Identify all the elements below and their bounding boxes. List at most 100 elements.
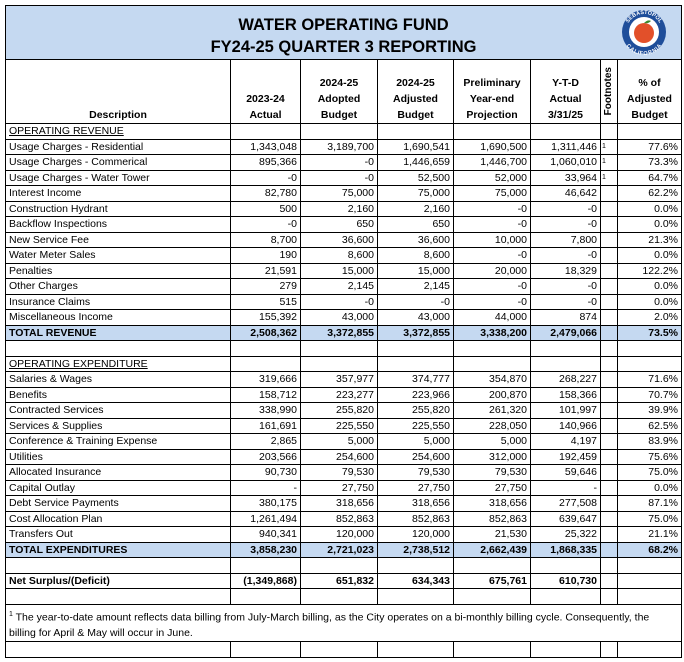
amount: 101,997 bbox=[530, 402, 601, 419]
amount: 10,000 bbox=[453, 231, 531, 248]
column-header: Footnotes bbox=[600, 59, 618, 124]
table-row: Penalties 21,591 15,000 15,000 20,000 18,329 1… bbox=[5, 262, 683, 279]
amount: -0 bbox=[453, 200, 531, 217]
amount: - bbox=[230, 479, 301, 496]
amount: 2,145 bbox=[300, 278, 378, 295]
amount: 18,329 bbox=[530, 262, 601, 279]
percent: 39.9% bbox=[616, 402, 683, 419]
amount: -0 bbox=[530, 200, 601, 217]
table-row: New Service Fee 8,700 36,600 36,600 10,000 7,… bbox=[5, 231, 683, 248]
empty-cell bbox=[530, 123, 601, 140]
footnote-ref bbox=[600, 262, 618, 279]
amount: 203,566 bbox=[230, 448, 301, 465]
percent: 21.1% bbox=[616, 526, 683, 543]
row-label: Contracted Services bbox=[5, 402, 231, 419]
amount: 2,508,362 bbox=[230, 324, 301, 341]
amount: 27,750 bbox=[300, 479, 378, 496]
amount: 7,800 bbox=[530, 231, 601, 248]
amount: 2,160 bbox=[300, 200, 378, 217]
empty-cell bbox=[600, 123, 618, 140]
empty-cell bbox=[5, 340, 231, 357]
empty-cell bbox=[600, 588, 618, 605]
percent: 0.0% bbox=[616, 216, 683, 233]
header-line: Projection bbox=[466, 109, 518, 121]
amount: 90,730 bbox=[230, 464, 301, 481]
empty-cell bbox=[300, 641, 378, 658]
amount: 82,780 bbox=[230, 185, 301, 202]
table-row: Transfers Out 940,341 120,000 120,000 21,530… bbox=[5, 526, 683, 543]
footnote-ref bbox=[600, 433, 618, 450]
table-row: Net Surplus/(Deficit) (1,349,868) 651,832 6… bbox=[5, 572, 683, 589]
row-label: Interest Income bbox=[5, 185, 231, 202]
amount: 1,446,659 bbox=[377, 154, 454, 171]
amount: 675,761 bbox=[453, 572, 531, 589]
amount: 268,227 bbox=[530, 371, 601, 388]
amount: 52,000 bbox=[453, 169, 531, 186]
table-row: Usage Charges - Commerical 895,366 -0 1,446… bbox=[5, 154, 683, 171]
table-row: WATER OPERATING FUND FY24-25 QUARTER 3 RE… bbox=[4, 5, 683, 60]
empty-cell bbox=[453, 123, 531, 140]
footnote-ref bbox=[600, 402, 618, 419]
amount: -0 bbox=[453, 293, 531, 310]
table-row: Interest Income 82,780 75,000 75,000 75,000 4… bbox=[5, 185, 683, 202]
percent: 73.5% bbox=[616, 324, 683, 341]
amount: 1,446,700 bbox=[453, 154, 531, 171]
row-label: Penalties bbox=[5, 262, 231, 279]
amount: 500 bbox=[230, 200, 301, 217]
empty-cell bbox=[453, 355, 531, 372]
empty-cell bbox=[377, 641, 454, 658]
amount: 36,600 bbox=[377, 231, 454, 248]
amount: -0 bbox=[300, 169, 378, 186]
amount: 36,600 bbox=[300, 231, 378, 248]
footnote-ref bbox=[600, 278, 618, 295]
footnote-ref bbox=[600, 448, 618, 465]
column-header: 2024-25 Adjusted Budget bbox=[377, 59, 454, 124]
footnote-ref bbox=[600, 417, 618, 434]
percent: 73.3% bbox=[616, 154, 683, 171]
amount: -0 bbox=[530, 278, 601, 295]
table-row: Miscellaneous Income 155,392 43,000 43,000 4… bbox=[5, 309, 683, 326]
amount: 79,530 bbox=[453, 464, 531, 481]
row-label: Other Charges bbox=[5, 278, 231, 295]
amount: 228,050 bbox=[453, 417, 531, 434]
amount: -0 bbox=[530, 216, 601, 233]
header-line: 3/31/25 bbox=[547, 109, 584, 121]
amount: -0 bbox=[453, 216, 531, 233]
row-label: Services & Supplies bbox=[5, 417, 231, 434]
amount: 318,656 bbox=[300, 495, 378, 512]
table-row: Backflow Inspections -0 650 650 -0 -0 0.0% bbox=[5, 216, 683, 233]
amount: 318,656 bbox=[377, 495, 454, 512]
amount: 75,000 bbox=[377, 185, 454, 202]
amount: 1,060,010 bbox=[530, 154, 601, 171]
percent: 0.0% bbox=[616, 293, 683, 310]
footnote-marker: 1 bbox=[9, 610, 13, 618]
row-label: Allocated Insurance bbox=[5, 464, 231, 481]
table-row: 1 The year-to-date amount reflects data … bbox=[4, 603, 683, 642]
empty-cell bbox=[377, 557, 454, 574]
amount: 79,530 bbox=[377, 464, 454, 481]
empty-cell bbox=[300, 557, 378, 574]
empty-cell bbox=[616, 123, 683, 140]
table-row: TOTAL REVENUE 2,508,362 3,372,855 3,372,855… bbox=[5, 324, 683, 341]
table-row: Usage Charges - Residential 1,343,048 3,18… bbox=[5, 138, 683, 155]
percent bbox=[616, 572, 683, 589]
percent: 83.9% bbox=[616, 433, 683, 450]
table-row: Capital Outlay -27,750 27,750 27,750-0.0% bbox=[5, 479, 683, 496]
amount: 374,777 bbox=[377, 371, 454, 388]
amount: -0 bbox=[230, 216, 301, 233]
amount: 225,550 bbox=[377, 417, 454, 434]
empty-cell bbox=[600, 340, 618, 357]
table-row: Contracted Services 338,990 255,820 255,820… bbox=[5, 402, 683, 419]
footnote-ref bbox=[600, 200, 618, 217]
empty-cell bbox=[530, 340, 601, 357]
seal-leaf bbox=[644, 20, 652, 24]
empty-cell bbox=[453, 557, 531, 574]
amount: -0 bbox=[453, 278, 531, 295]
percent: 87.1% bbox=[616, 495, 683, 512]
amount: 852,863 bbox=[453, 510, 531, 527]
section-label: OPERATING EXPENDITURE bbox=[5, 355, 231, 372]
amount: -0 bbox=[530, 293, 601, 310]
amount: - bbox=[530, 479, 601, 496]
row-label: Water Meter Sales bbox=[5, 247, 231, 264]
